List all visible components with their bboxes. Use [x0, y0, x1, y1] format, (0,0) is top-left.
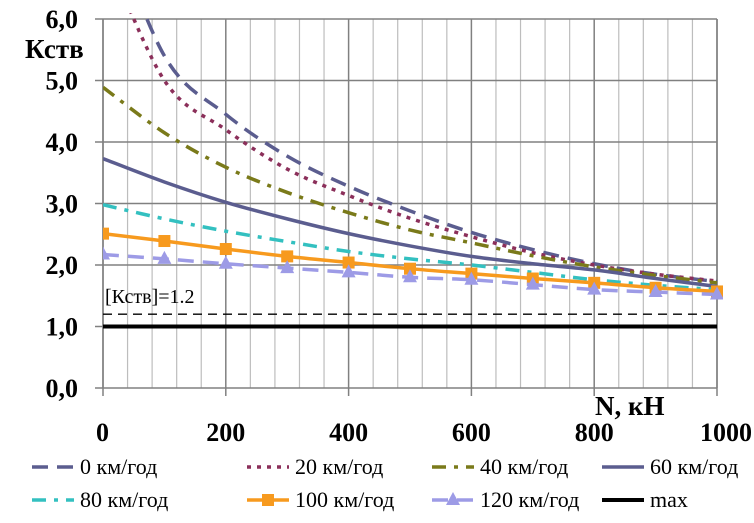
legend-swatch [432, 492, 474, 505]
legend-label: 60 км/год [650, 454, 739, 479]
legend-item: 0 км/год [30, 452, 157, 482]
legend-label: 80 км/год [80, 487, 169, 512]
legend-label: 40 км/год [480, 454, 569, 479]
series-80- [103, 203, 718, 292]
data-point-marker [157, 250, 172, 264]
y-tick-label: 5,0 [46, 67, 79, 96]
legend-label: 20 км/год [295, 454, 384, 479]
chart: [Кств]=1.2 0,0 1,0 2,0 3,0 4,0 5,0 6,0 0 200 400 6… [25, 5, 753, 447]
legend: 0 км/год 20 км/год 40 км/год 60 км/год 80 км… [0, 450, 754, 523]
series-60- [103, 156, 718, 289]
y-axis-title: Кств [25, 34, 84, 64]
data-point-marker [525, 276, 540, 290]
data-point-marker [103, 246, 110, 260]
legend-item: max [600, 485, 688, 515]
legend-swatch [32, 498, 74, 502]
x-tick-label: 400 [329, 418, 368, 447]
y-tick-label: 6,0 [46, 5, 79, 34]
x-tick-label: 600 [452, 418, 491, 447]
legend-item: 100 км/год [245, 485, 394, 515]
annotation-layer: [Кств]=1.2 [103, 286, 717, 315]
series-line [103, 231, 718, 294]
y-tick-label: 0,0 [46, 374, 79, 403]
data-point-marker [281, 250, 294, 263]
x-tick-label: 1000 [700, 418, 752, 447]
series-line [103, 85, 718, 285]
series-120- [103, 246, 723, 300]
legend-label: max [650, 487, 688, 512]
x-tick-label: 800 [575, 418, 614, 447]
tick-labels: 0,0 1,0 2,0 3,0 4,0 5,0 6,0 0 200 400 600 800 1000 [46, 5, 753, 447]
series-layer [103, 13, 723, 329]
legend-item: 20 км/год [245, 452, 383, 482]
data-point-marker [342, 256, 355, 269]
y-tick-label: 2,0 [46, 251, 79, 280]
legend-label: 100 км/год [295, 487, 395, 512]
data-point-marker [710, 286, 723, 300]
data-point-marker [103, 227, 109, 240]
data-point-marker [648, 284, 663, 298]
y-tick-label: 4,0 [46, 128, 79, 157]
data-point-marker [341, 264, 356, 278]
legend-item: 60 км/год [600, 452, 738, 482]
data-point-marker [464, 271, 479, 285]
legend-swatch [432, 465, 474, 469]
series-0- [142, 13, 718, 284]
data-point-marker [403, 269, 417, 283]
series-40- [103, 85, 718, 285]
y-tick-label: 1,0 [46, 313, 79, 342]
grid [95, 18, 718, 396]
series-line [103, 203, 718, 292]
legend-swatch [247, 465, 289, 469]
legend-swatch [247, 494, 289, 506]
legend-label: 120 км/год [480, 487, 580, 512]
series-20- [129, 13, 718, 283]
legend-item: 120 км/год [430, 485, 579, 515]
legend-item: 40 км/год [430, 452, 568, 482]
series-line [129, 13, 718, 283]
legend-swatch [602, 465, 644, 469]
allowed-limit-label: [Кств]=1.2 [105, 286, 195, 308]
legend-item: 80 км/год [30, 485, 168, 515]
series-line [103, 156, 718, 289]
data-point-marker [587, 281, 602, 295]
legend-label: 0 км/год [80, 454, 158, 479]
y-tick-label: 3,0 [46, 190, 79, 219]
data-point-marker [219, 243, 232, 256]
data-point-marker [404, 262, 416, 275]
data-point-marker [158, 235, 171, 248]
x-tick-label: 200 [206, 418, 245, 447]
legend-swatch [602, 498, 644, 502]
series-line [142, 13, 718, 284]
x-tick-label: 0 [96, 418, 109, 447]
data-point-marker [280, 260, 295, 274]
x-axis-title: N, кН [595, 391, 665, 421]
legend-swatch [32, 465, 74, 469]
data-point-marker [218, 255, 233, 269]
